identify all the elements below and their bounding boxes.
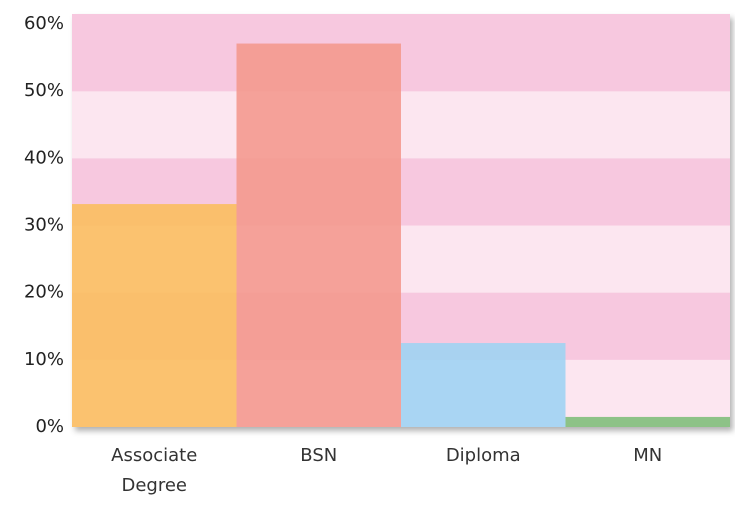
x-tick-label: Diploma xyxy=(445,445,521,466)
bar xyxy=(565,416,730,427)
y-tick-label: 30% xyxy=(24,215,64,236)
x-tick-label-box: BSN xyxy=(300,445,338,466)
x-tick-label: MN xyxy=(633,445,663,466)
y-tick-label: 50% xyxy=(24,80,64,101)
y-tick-label: 20% xyxy=(24,282,64,303)
x-tick-label-box: MN xyxy=(633,445,663,466)
x-tick-label: Associate Degree xyxy=(111,445,198,496)
y-tick-label: 60% xyxy=(24,13,64,34)
x-tick-label-box: Associate Degree xyxy=(111,445,198,496)
x-tick-label: BSN xyxy=(300,445,338,466)
x-tick-label-box: Diploma xyxy=(445,445,521,466)
y-tick-label: 10% xyxy=(24,349,64,370)
bar xyxy=(72,204,237,427)
y-tick-label: 0% xyxy=(35,416,64,437)
bar xyxy=(401,343,566,427)
y-tick-label: 40% xyxy=(24,147,64,168)
bar xyxy=(236,43,401,427)
